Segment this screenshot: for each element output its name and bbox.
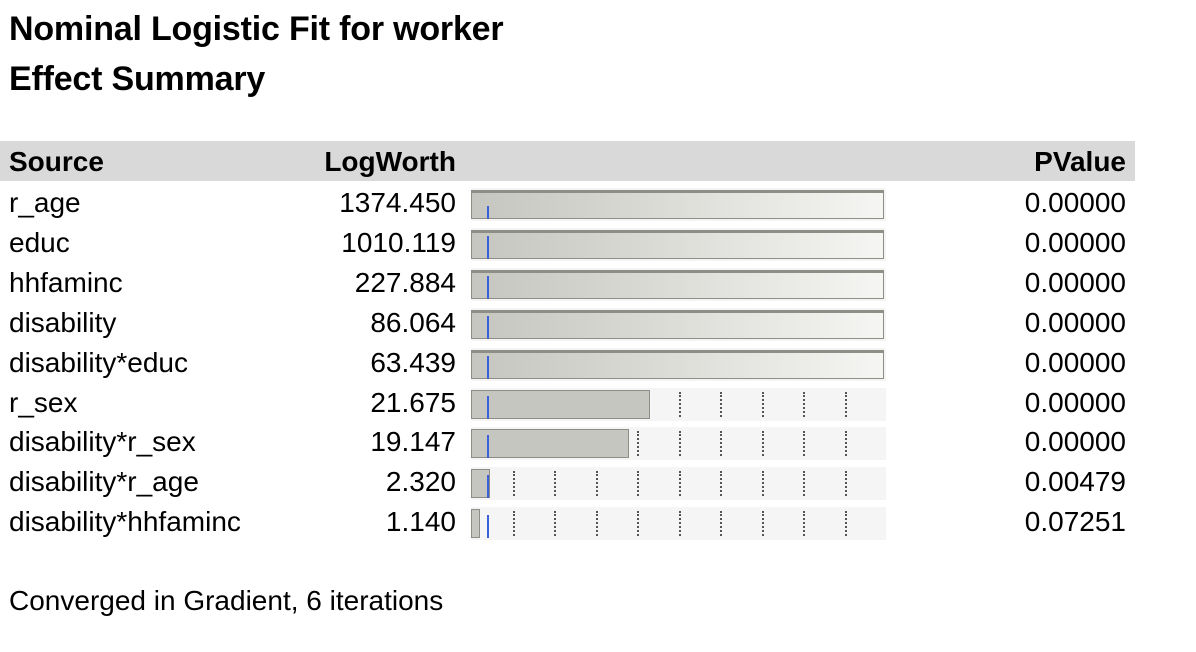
logworth-cell: 86.064 — [370, 306, 456, 338]
pvalue-cell: 0.00479 — [1024, 466, 1126, 498]
gridline — [845, 471, 847, 497]
logworth-bar-box — [471, 227, 886, 261]
logworth-cell: 1010.119 — [341, 226, 456, 258]
gridline — [596, 511, 598, 537]
logworth-bar-box — [471, 188, 886, 221]
reference-line — [487, 206, 489, 219]
gridline — [762, 391, 764, 417]
gridline — [803, 431, 805, 457]
table-row[interactable]: disability*r_sex 19.147 0.00000 — [0, 422, 1135, 462]
gridline — [596, 471, 598, 497]
logworth-bar-box — [471, 507, 886, 541]
gridline — [803, 391, 805, 417]
reference-line — [487, 275, 489, 299]
pvalue-cell: 0.00000 — [1024, 306, 1126, 338]
gridline — [720, 471, 722, 497]
source-cell: hhfaminc — [9, 266, 123, 298]
gridline — [679, 431, 681, 457]
logworth-cell: 21.675 — [370, 386, 456, 418]
pvalue-cell: 0.00000 — [1024, 226, 1126, 258]
reference-line — [487, 515, 489, 539]
header-source[interactable]: Source — [9, 146, 104, 177]
gridline — [679, 471, 681, 497]
logworth-bar-box — [471, 387, 886, 421]
gridline — [845, 511, 847, 537]
table-header: Source LogWorth PValue — [0, 141, 1135, 181]
pvalue-cell: 0.00000 — [1024, 386, 1126, 418]
table-row[interactable]: disability*hhfaminc 1.140 0.07251 — [0, 502, 1135, 542]
header-pvalue[interactable]: PValue — [1034, 146, 1126, 177]
source-cell: disability*r_age — [9, 466, 199, 498]
logworth-cell: 227.884 — [354, 266, 456, 298]
gridline — [762, 511, 764, 537]
report-subtitle: Effect Summary — [9, 60, 266, 98]
table-row[interactable]: hhfaminc 227.884 0.00000 — [0, 263, 1135, 303]
logworth-bar — [471, 349, 884, 379]
reference-line — [487, 475, 489, 499]
table-row[interactable]: educ 1010.119 0.00000 — [0, 223, 1135, 263]
reference-line — [487, 395, 489, 419]
reference-line — [487, 315, 489, 339]
reference-line — [487, 235, 489, 259]
source-cell: disability*r_sex — [9, 426, 196, 458]
logworth-bar-box — [471, 467, 886, 501]
gridline — [637, 511, 639, 537]
logworth-bar — [471, 429, 630, 459]
gridline — [637, 471, 639, 497]
logworth-bar — [471, 190, 884, 219]
gridline — [679, 391, 681, 417]
pvalue-cell: 0.00000 — [1024, 426, 1126, 458]
logworth-cell: 1374.450 — [339, 187, 456, 218]
logworth-cell: 2.320 — [385, 466, 456, 498]
gridline — [513, 511, 515, 537]
source-cell: disability*educ — [9, 346, 188, 378]
gridline — [637, 431, 639, 457]
reference-line — [487, 435, 489, 459]
logworth-bar-box — [471, 347, 886, 381]
logworth-bar — [471, 229, 884, 259]
gridline — [554, 471, 556, 497]
logworth-bar — [471, 389, 651, 419]
table-row[interactable]: disability*educ 63.439 0.00000 — [0, 343, 1135, 383]
pvalue-cell: 0.07251 — [1024, 506, 1126, 538]
logworth-bar — [471, 469, 491, 499]
gridline — [720, 431, 722, 457]
gridline — [720, 511, 722, 537]
source-cell: r_sex — [9, 386, 78, 418]
logworth-bar — [471, 509, 481, 539]
logworth-cell: 19.147 — [370, 426, 456, 458]
table-row[interactable]: r_sex 21.675 0.00000 — [0, 383, 1135, 423]
pvalue-cell: 0.00000 — [1024, 187, 1126, 218]
logworth-bar — [471, 269, 884, 299]
gridline — [845, 431, 847, 457]
table-row[interactable]: r_age 1374.450 0.00000 — [0, 183, 1135, 223]
logworth-bar-box — [471, 307, 886, 341]
header-logworth[interactable]: LogWorth — [324, 146, 456, 177]
logworth-bar — [471, 309, 884, 339]
reference-line — [487, 355, 489, 379]
source-cell: disability — [9, 306, 117, 338]
gridline — [679, 511, 681, 537]
gridline — [720, 391, 722, 417]
gridline — [762, 471, 764, 497]
logworth-cell: 1.140 — [385, 506, 456, 538]
table-row[interactable]: disability*r_age 2.320 0.00479 — [0, 462, 1135, 502]
gridline — [513, 471, 515, 497]
table-row[interactable]: disability 86.064 0.00000 — [0, 303, 1135, 343]
gridline — [762, 431, 764, 457]
pvalue-cell: 0.00000 — [1024, 266, 1126, 298]
report-title: Nominal Logistic Fit for worker — [9, 10, 504, 48]
gridline — [803, 471, 805, 497]
logworth-bar-box — [471, 427, 886, 461]
logworth-bar-box — [471, 267, 886, 301]
pvalue-cell: 0.00000 — [1024, 346, 1126, 378]
gridline — [803, 511, 805, 537]
logworth-cell: 63.439 — [370, 346, 456, 378]
source-cell: educ — [9, 226, 70, 258]
source-cell: disability*hhfaminc — [9, 506, 241, 538]
gridline — [554, 511, 556, 537]
gridline — [845, 391, 847, 417]
source-cell: r_age — [9, 187, 81, 218]
convergence-status: Converged in Gradient, 6 iterations — [9, 585, 444, 616]
